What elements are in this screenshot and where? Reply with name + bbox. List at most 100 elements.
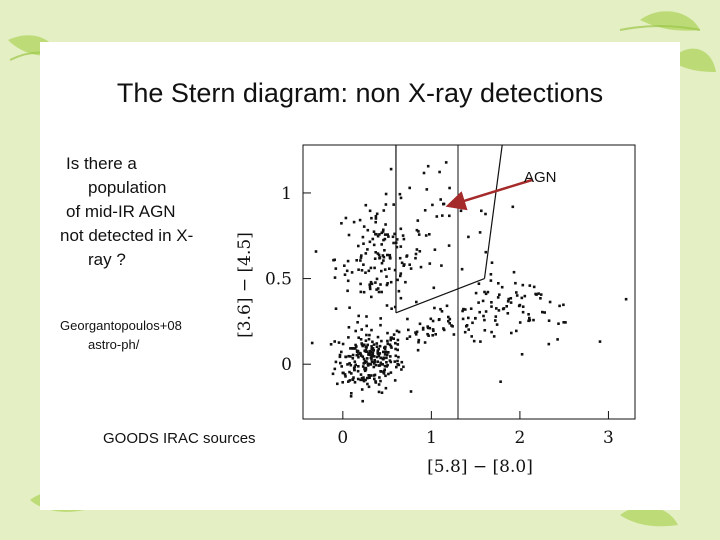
scatter-point (374, 232, 377, 236)
scatter-point (426, 332, 429, 336)
x-tick-label: 3 (603, 428, 614, 448)
scatter-point (389, 338, 392, 342)
scatter-point (432, 286, 436, 290)
scatter-point (386, 282, 389, 285)
y-tick-label: 0 (281, 355, 292, 375)
scatter-point (362, 357, 366, 361)
scatter-point (362, 362, 365, 365)
scatter-point (348, 306, 351, 309)
scatter-point (367, 374, 370, 377)
scatter-point (385, 283, 389, 287)
scatter-point (509, 301, 513, 304)
scatter-point (370, 360, 374, 364)
scatter-point (354, 343, 357, 347)
scatter-point (431, 319, 435, 323)
scatter-point (347, 326, 351, 329)
scatter-point (361, 235, 365, 239)
scatter-point (547, 319, 551, 322)
question-text: Is there a population of mid-IR AGN not … (58, 152, 218, 272)
scatter-point (478, 310, 481, 314)
citation: Georgantopoulos+08 astro-ph/ (60, 316, 182, 354)
scatter-point (389, 371, 393, 374)
scatter-point (354, 363, 357, 367)
scatter-point (342, 371, 345, 375)
scatter-point (338, 355, 342, 359)
scatter-point (364, 203, 368, 207)
scatter-point (385, 304, 389, 307)
scatter-point (500, 285, 504, 289)
question-line: ray ? (88, 250, 126, 269)
scatter-point (405, 254, 409, 257)
scatter-point (384, 192, 388, 196)
scatter-point (356, 321, 359, 324)
scatter-point (396, 343, 400, 346)
scatter-point (425, 188, 429, 191)
scatter-point (484, 212, 487, 216)
scatter-point (377, 354, 381, 358)
scatter-point (474, 291, 478, 295)
scatter-point (447, 244, 451, 247)
scatter-point (459, 209, 463, 213)
scatter-point (414, 331, 417, 334)
y-tick-label: 0.5 (265, 270, 292, 290)
scatter-point (360, 388, 364, 391)
question-line: population (88, 178, 167, 197)
scatter-point (396, 278, 399, 282)
scatter-point (383, 368, 386, 371)
scatter-point (442, 327, 445, 330)
scatter-point (378, 352, 382, 355)
scatter-point (360, 269, 364, 272)
scatter-point (388, 267, 391, 270)
scatter-point (527, 313, 530, 316)
scatter-point (428, 262, 432, 265)
scatter-point (375, 345, 379, 348)
scatter-point (385, 353, 389, 357)
scatter-point (381, 230, 385, 233)
scatter-point (400, 261, 404, 265)
scatter-point (369, 374, 373, 377)
scatter-point (380, 243, 383, 246)
scatter-point (370, 282, 374, 286)
scatter-point (381, 363, 384, 366)
scatter-point (365, 350, 369, 353)
scatter-point (357, 314, 360, 318)
scatter-point (348, 362, 351, 365)
scatter-point (376, 287, 380, 290)
scatter-point (351, 357, 355, 360)
scatter-point (378, 376, 381, 379)
scatter-point (497, 282, 500, 285)
scatter-point (361, 399, 364, 403)
scatter-point (389, 336, 393, 339)
scatter-point (474, 317, 477, 320)
scatter-point (395, 238, 399, 241)
scatter-point (368, 240, 372, 244)
scatter-point (371, 237, 375, 241)
scatter-point (417, 340, 420, 344)
scatter-point (347, 233, 351, 237)
scatter-point (482, 314, 485, 318)
scatter-point (368, 209, 372, 213)
scatter-point (387, 351, 390, 354)
scatter-point (379, 283, 382, 286)
scatter-point (365, 315, 368, 318)
scatter-point (359, 338, 363, 341)
scatter-point (371, 348, 374, 352)
scatter-point (460, 267, 464, 271)
scatter-point (383, 364, 387, 368)
scatter-point (372, 362, 376, 365)
scatter-point (373, 377, 376, 381)
scatter-point (384, 374, 387, 378)
scatter-point (379, 317, 382, 320)
y-tick-label: 1 (281, 184, 292, 204)
source-label: GOODS IRAC sources (103, 430, 256, 447)
scatter-point (520, 296, 524, 300)
scatter-point (391, 235, 395, 239)
scatter-point (416, 348, 420, 352)
scatter-point (426, 164, 430, 168)
scatter-point (451, 202, 455, 206)
citation-line: astro-ph/ (88, 337, 140, 352)
scatter-point (393, 268, 397, 272)
scatter-point (399, 227, 403, 231)
scatter-point (505, 305, 508, 308)
scatter-point (369, 280, 373, 284)
